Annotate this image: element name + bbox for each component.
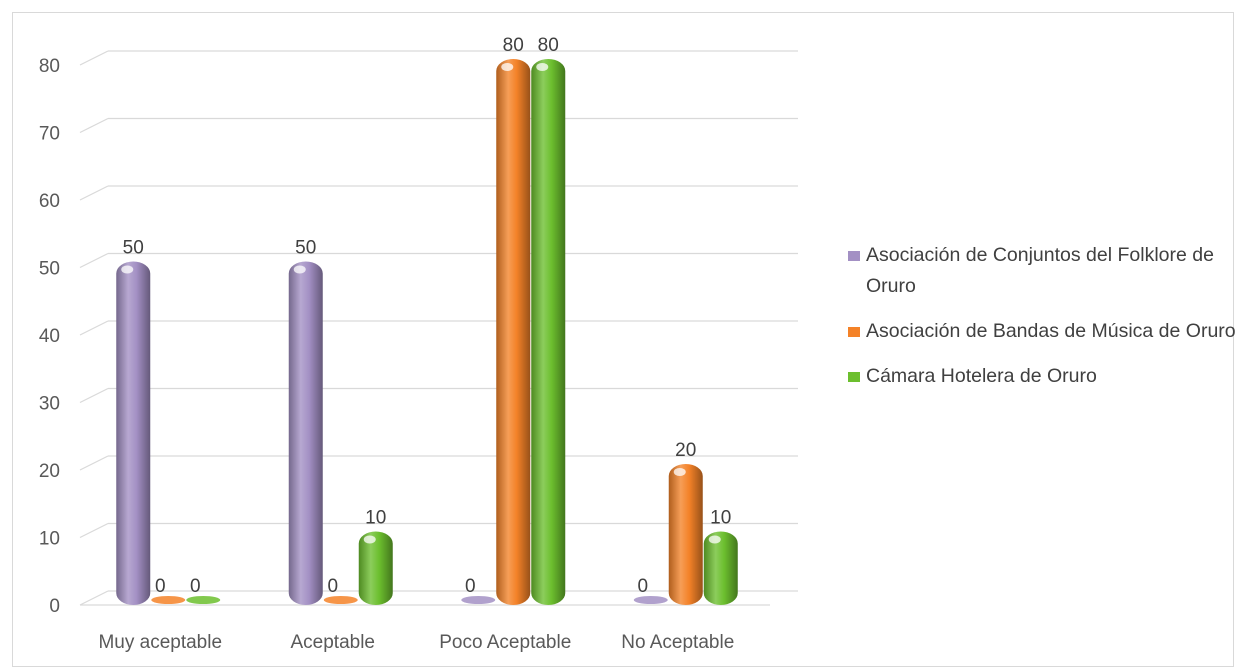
gridline-depth	[79, 455, 109, 471]
bar[interactable]	[461, 596, 496, 604]
data-label: 50	[123, 238, 144, 259]
data-label: 0	[637, 576, 648, 597]
chart-frame	[12, 12, 1234, 667]
y-tick-label: 60	[39, 191, 60, 212]
data-label: 0	[465, 576, 476, 597]
bar[interactable]	[288, 261, 323, 606]
y-tick-label: 50	[39, 259, 60, 280]
data-label: 80	[538, 35, 559, 56]
x-axis-ticks: Muy aceptable Aceptable Poco Aceptable No A…	[98, 632, 734, 653]
bar-highlight	[501, 63, 514, 71]
y-tick-label: 10	[39, 529, 60, 550]
y-tick-label: 30	[39, 394, 60, 415]
data-label: 0	[327, 576, 338, 597]
bar-highlight	[673, 468, 686, 476]
bar-highlight	[363, 535, 376, 544]
gridlines	[79, 50, 798, 606]
y-tick-label: 80	[39, 56, 60, 77]
legend-swatch-series-3	[848, 372, 860, 382]
bar[interactable]	[531, 59, 566, 605]
bar-highlight	[536, 63, 549, 71]
gridline-depth	[79, 590, 109, 606]
legend-swatch-series-1	[848, 251, 860, 261]
legend-item-series-2[interactable]: Asociación de Bandas de Música de Oruro	[848, 316, 1238, 347]
legend: Asociación de Conjuntos del Folklore de …	[848, 240, 1238, 406]
bar[interactable]	[358, 531, 393, 606]
gridline-depth	[79, 252, 109, 269]
gridline-depth	[79, 117, 109, 134]
y-tick-label: 0	[49, 596, 60, 617]
legend-item-series-1[interactable]: Asociación de Conjuntos del Folklore de …	[848, 240, 1238, 302]
data-label: 10	[365, 508, 386, 529]
bar[interactable]	[186, 596, 221, 604]
legend-item-series-3[interactable]: Cámara Hotelera de Oruro	[848, 361, 1238, 392]
x-tick-label: Aceptable	[290, 632, 375, 653]
bar[interactable]	[633, 596, 668, 604]
y-tick-label: 20	[39, 461, 60, 482]
gridline-depth	[79, 320, 109, 336]
data-label: 0	[155, 576, 166, 597]
bar[interactable]	[323, 596, 358, 604]
data-label: 10	[710, 508, 731, 529]
bar[interactable]	[703, 531, 738, 606]
bar[interactable]	[116, 261, 151, 606]
data-labels: 50 0 0 50 0 10 0 80 80 0 20 10	[123, 35, 732, 597]
x-tick-label: Muy aceptable	[98, 632, 222, 653]
bar-highlight	[121, 265, 134, 274]
gridline-depth	[79, 522, 109, 539]
bar[interactable]	[496, 59, 531, 605]
gridline-depth	[79, 387, 109, 404]
bar[interactable]	[668, 464, 703, 605]
data-label: 50	[295, 238, 316, 259]
gridline-depth	[79, 50, 109, 66]
x-tick-label: Poco Aceptable	[439, 632, 571, 653]
bar-highlight	[293, 265, 306, 274]
data-label: 80	[503, 35, 524, 56]
data-label: 0	[190, 576, 201, 597]
data-label: 20	[675, 440, 696, 461]
gridline-depth	[79, 185, 109, 201]
bars	[116, 59, 738, 605]
legend-swatch-series-2	[848, 327, 860, 337]
legend-label-series-2: Asociación de Bandas de Música de Oruro	[866, 320, 1236, 342]
bar-highlight	[708, 535, 721, 544]
y-tick-label: 40	[39, 326, 60, 347]
bar[interactable]	[151, 596, 186, 604]
x-tick-label: No Aceptable	[621, 632, 734, 653]
y-tick-label: 70	[39, 124, 60, 145]
y-axis-ticks: 0 10 20 30 40 50 60 70 80	[39, 56, 60, 617]
legend-label-series-3: Cámara Hotelera de Oruro	[866, 365, 1097, 387]
legend-label-series-1: Asociación de Conjuntos del Folklore de …	[866, 244, 1214, 297]
